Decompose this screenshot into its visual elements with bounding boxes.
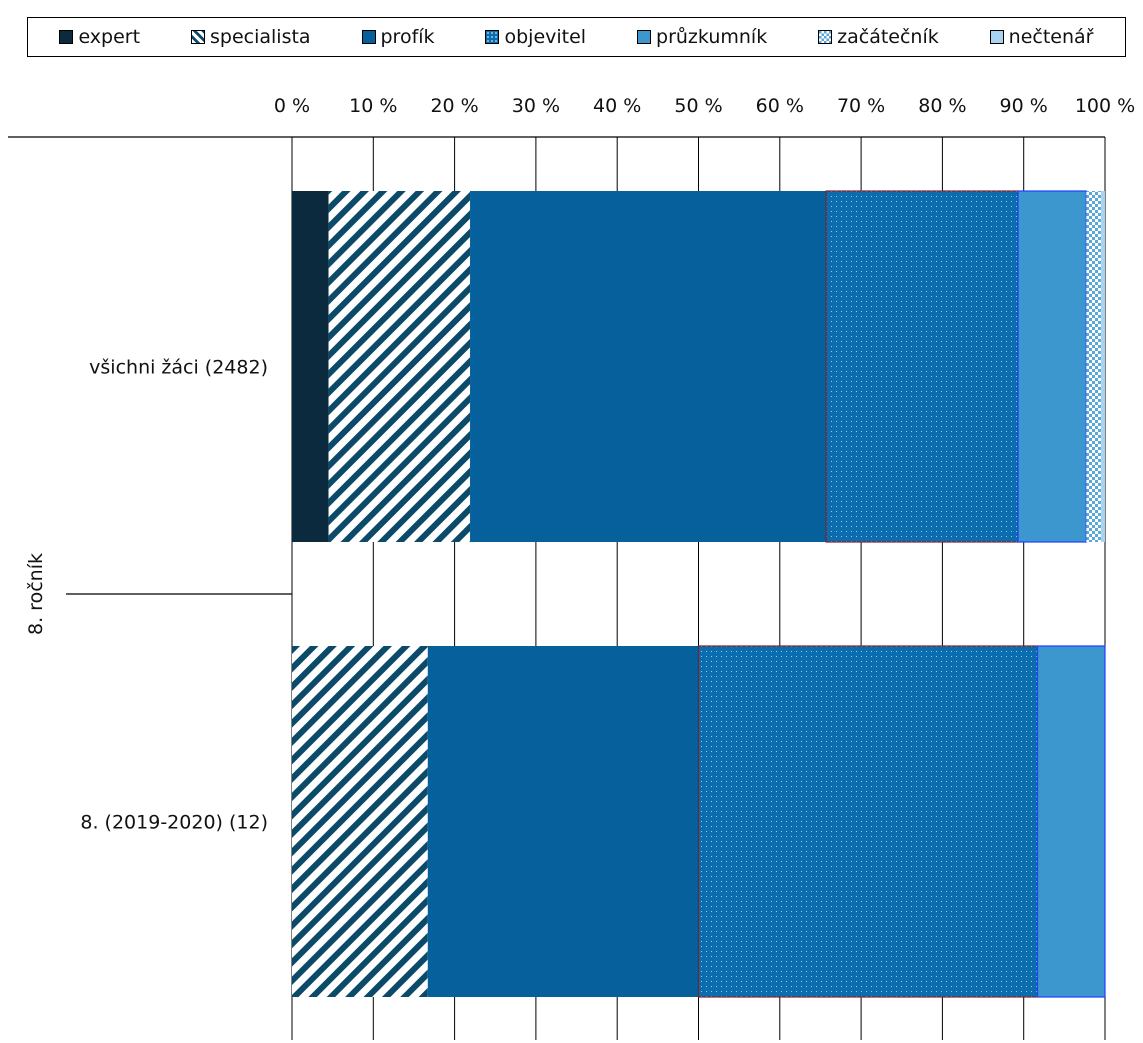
bar-segment-specialista xyxy=(328,191,471,542)
legend-swatch xyxy=(818,30,833,44)
legend-item-nečtenář: nečtenář xyxy=(989,26,1094,48)
bar-segment-průzkumník xyxy=(1036,645,1106,998)
category-label: 8. (2019-2020) (12) xyxy=(80,812,268,834)
bar-segment-objevitel xyxy=(825,190,1019,543)
chart-legend: expert specialista profík objevitel průzkumn… xyxy=(27,17,1126,57)
category-label: všichni žáci (2482) xyxy=(89,357,268,379)
legend-item-průzkumník: průzkumník xyxy=(637,26,767,48)
legend-item-objevitel: objevitel xyxy=(485,26,586,48)
legend-swatch xyxy=(59,30,74,44)
x-tick-label: 90 % xyxy=(1000,95,1048,117)
x-tick-label: 30 % xyxy=(512,95,560,117)
x-tick-label: 100 % xyxy=(1075,95,1135,117)
x-tick-label: 10 % xyxy=(349,95,397,117)
legend-swatch xyxy=(485,30,500,44)
legend-label: profík xyxy=(380,26,435,48)
legend-item-expert: expert xyxy=(59,26,140,48)
legend-item-profík: profík xyxy=(361,26,435,48)
x-tick-label: 0 % xyxy=(274,95,310,117)
bar-segment-specialista xyxy=(292,646,428,997)
legend-label: specialista xyxy=(210,26,311,48)
x-tick-label: 70 % xyxy=(837,95,885,117)
x-tick-label: 80 % xyxy=(918,95,966,117)
x-tick-label: 50 % xyxy=(674,95,722,117)
group-label: 8. ročník xyxy=(25,553,47,635)
bar-segment-začátečník xyxy=(1086,191,1101,542)
legend-label: nečtenář xyxy=(1008,26,1094,48)
x-tick-label: 40 % xyxy=(593,95,641,117)
legend-label: objevitel xyxy=(504,26,587,48)
bar-segment-profík xyxy=(427,646,699,997)
legend-label: průzkumník xyxy=(656,26,768,48)
bar-segment-nečtenář xyxy=(1100,191,1105,542)
legend-label: expert xyxy=(78,26,141,48)
legend-swatch xyxy=(191,30,205,44)
legend-swatch xyxy=(989,30,1004,44)
legend-item-specialista: specialista xyxy=(191,26,311,48)
legend-item-začátečník: začátečník xyxy=(818,26,939,48)
bar-segment-profík xyxy=(470,191,827,542)
legend-label: začátečník xyxy=(837,26,939,48)
bar-segment-expert xyxy=(292,191,329,542)
legend-swatch xyxy=(637,30,652,44)
legend-swatch xyxy=(361,30,376,44)
x-tick-label: 60 % xyxy=(756,95,804,117)
x-tick-label: 20 % xyxy=(430,95,478,117)
bar-segment-objevitel xyxy=(697,645,1039,998)
bar-segment-průzkumník xyxy=(1017,190,1087,543)
